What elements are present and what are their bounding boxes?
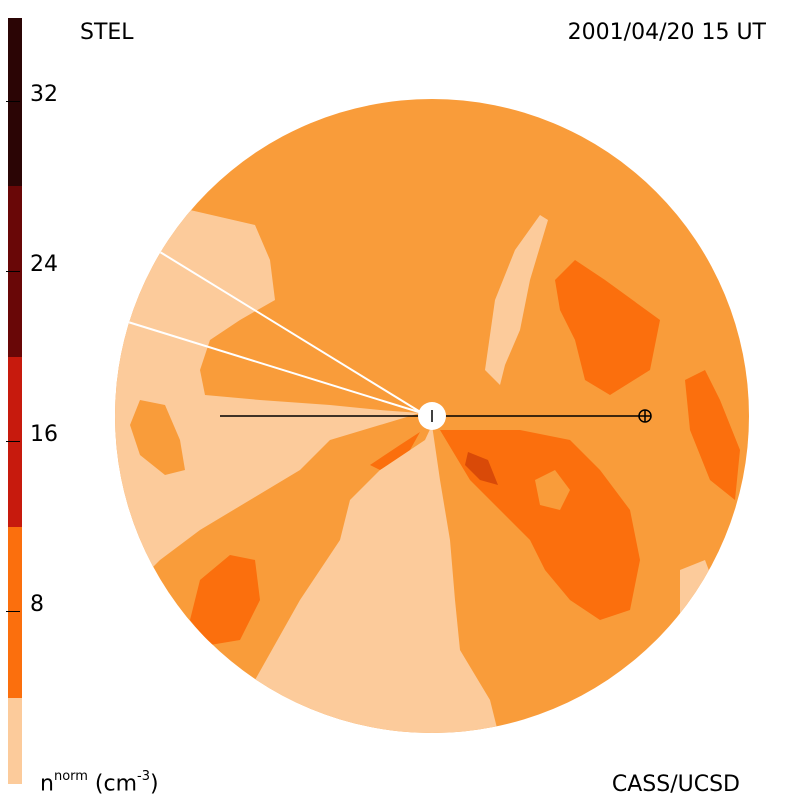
colorbar-tick-label: 8 <box>30 592 44 617</box>
highest-density-region <box>465 452 498 485</box>
colorbar-segment <box>8 698 22 784</box>
unit-exponent: -3 <box>137 769 151 784</box>
unit-quantity-sup: norm <box>53 769 88 784</box>
colorbar-unit-label: nnorm (cm-3) <box>40 769 159 797</box>
credit-label: CASS/UCSD <box>611 772 740 797</box>
colorbar-segment <box>8 527 22 698</box>
colorbar-tick <box>6 101 20 102</box>
high-density-region <box>190 555 260 645</box>
high-density-region <box>685 370 740 500</box>
high-density-region <box>555 260 660 395</box>
medium-density-region <box>535 470 570 510</box>
ray-line <box>127 321 423 414</box>
colorbar-tick-label: 32 <box>30 82 58 107</box>
low-density-region <box>680 560 720 640</box>
unit-close: ) <box>150 771 159 797</box>
low-density-region <box>485 215 548 385</box>
colorbar-tick-label: 24 <box>30 252 58 277</box>
low-density-region <box>115 210 420 590</box>
unit-open: (cm <box>87 771 138 797</box>
colorbar-segment <box>8 18 22 186</box>
colorbar-segment <box>8 357 22 527</box>
colorbar-tick <box>6 271 20 272</box>
colorbar <box>8 18 22 784</box>
high-density-region <box>370 432 420 470</box>
low-density-region <box>250 425 500 733</box>
station-label: STEL <box>80 20 134 45</box>
unit-quantity: n <box>40 771 54 797</box>
colorbar-tick <box>6 611 20 612</box>
colorbar-tick-label: 16 <box>30 422 58 447</box>
ray-line <box>159 251 423 414</box>
colorbar-tick <box>6 441 20 442</box>
earth-icon <box>638 409 652 423</box>
datetime-label: 2001/04/20 15 UT <box>567 20 766 45</box>
medium-density-region <box>130 400 185 475</box>
